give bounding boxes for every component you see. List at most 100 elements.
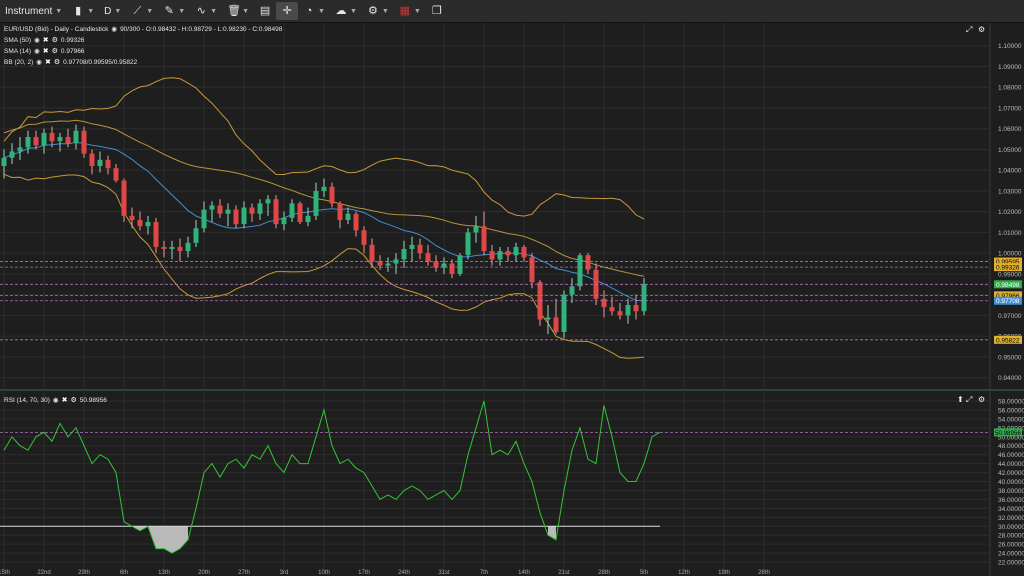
gear-icon[interactable]: ⚙ — [53, 59, 61, 66]
language-menu[interactable]: ▦ ▼ — [394, 0, 426, 22]
rsi-tick-label: 50.00000 — [998, 434, 1024, 441]
settings-icon[interactable]: ⚙ — [978, 395, 986, 404]
candle-body — [193, 228, 199, 243]
close-icon[interactable]: ✖ — [61, 397, 68, 404]
eye-icon[interactable]: ◉ — [52, 397, 59, 404]
close-icon[interactable]: ✖ — [42, 48, 49, 55]
sma50-line — [3, 119, 645, 277]
instrument-menu[interactable]: Instrument ▼ — [0, 0, 67, 22]
rsi-tick-label: 34.00000 — [998, 506, 1024, 513]
candlestick-icon: ▮ — [75, 5, 82, 17]
timeframe-menu[interactable]: D ▼ — [99, 0, 126, 22]
rsi-tick-label: 32.00000 — [998, 515, 1024, 522]
candle-body — [369, 244, 375, 262]
delete-menu[interactable]: 🗑 ▼ — [222, 0, 254, 22]
pencil-menu[interactable]: ✎ ▼ — [158, 0, 190, 22]
legend-main: EUR/USD (Bid) - Daily - Candlestick ◉ 90… — [4, 25, 282, 34]
window-button[interactable]: ❐ — [426, 0, 448, 22]
legend-sma50-value: 0.99326 — [60, 36, 85, 44]
trendline-icon: ⟋ — [133, 5, 142, 17]
eye-icon[interactable]: ◉ — [34, 37, 40, 44]
rsi-tick-label: 58.00000 — [998, 399, 1024, 406]
candle-body — [377, 261, 383, 266]
price-badge-label: 0.98498 — [996, 282, 1020, 289]
candle-body — [409, 244, 415, 250]
crosshair-button[interactable]: ✛ — [276, 2, 299, 20]
price-badge-label: 0.99595 — [996, 259, 1020, 266]
gear-icon[interactable]: ⚙ — [51, 48, 58, 55]
candle-body — [297, 203, 303, 223]
eye-icon[interactable]: ◉ — [36, 59, 42, 66]
legend-bb: BB (20, 2) ◉ ✖ ⚙ 0.97708/0.99595/0.95822 — [4, 58, 137, 67]
settings-icon[interactable]: ⚙ — [978, 25, 986, 34]
chevron-down-icon: ▼ — [55, 7, 63, 15]
chart-area[interactable]: 1.10000 1.09000 1.08000 1.07000 1.06000 1.050… — [0, 23, 1024, 576]
price-tick-label: 0.99000 — [998, 271, 1022, 278]
alerts-menu[interactable]: ◔ ▼ — [298, 0, 330, 22]
rsi-tick-label: 40.00000 — [998, 479, 1024, 486]
candle-body — [81, 130, 87, 154]
grid — [0, 23, 1024, 576]
time-tick-label: 21st — [558, 570, 570, 576]
candle-body — [345, 213, 351, 220]
drawing-menu[interactable]: ⟋ ▼ — [126, 0, 158, 22]
price-tick-label: 0.95000 — [998, 354, 1022, 361]
candle-body — [89, 153, 95, 167]
candle-body — [425, 253, 431, 262]
rsi-tick-label: 54.00000 — [998, 416, 1024, 423]
settings-menu[interactable]: ⚙ ▼ — [362, 0, 394, 22]
chevron-down-icon: ▼ — [178, 7, 186, 15]
gear-icon[interactable]: ⚙ — [51, 37, 58, 44]
gear-icon[interactable]: ⚙ — [70, 397, 77, 404]
price-badge — [994, 280, 1022, 289]
alarm-icon: ◔ — [305, 5, 313, 17]
price-reference-lines — [0, 261, 990, 341]
candle-body — [505, 251, 511, 256]
legend-sma14: SMA (14) ◉ ✖ ⚙ 0.97966 — [4, 47, 84, 56]
layout-button[interactable]: ▤ — [254, 0, 276, 22]
rsi-tick-label: 30.00000 — [998, 524, 1024, 531]
price-tick-label: 1.00000 — [998, 251, 1022, 258]
eye-icon[interactable]: ◉ — [34, 48, 40, 55]
candle-body — [305, 215, 311, 223]
time-tick-label: 10th — [318, 570, 330, 576]
maximize-icon[interactable]: ⤢ — [966, 395, 973, 404]
chevron-down-icon: ▼ — [242, 7, 250, 15]
time-tick-label: 31st — [438, 570, 450, 576]
weather-menu[interactable]: ☁ ▼ — [330, 0, 362, 22]
candle-body — [577, 255, 583, 287]
legend-sma50-label: SMA (50) — [4, 36, 32, 44]
candle-body — [49, 132, 55, 142]
eye-icon[interactable]: ◉ — [111, 26, 118, 33]
candle-body — [361, 230, 367, 245]
gear-icon: ⚙ — [367, 5, 378, 17]
time-tick-label: 28th — [598, 570, 610, 576]
time-tick-label: 12th — [678, 570, 690, 576]
candle-body — [169, 246, 175, 250]
chart-background — [0, 23, 1024, 576]
move-up-icon[interactable]: ⬆ — [957, 395, 964, 404]
chevron-down-icon: ▼ — [349, 7, 357, 15]
candle-body — [41, 132, 47, 146]
candle-body — [449, 263, 455, 274]
rsi-tick-label: 22.00000 — [998, 560, 1024, 567]
chevron-down-icon: ▼ — [413, 7, 421, 15]
candle-body — [321, 186, 327, 191]
time-tick-label: 27th — [238, 570, 250, 576]
moving-averages — [3, 119, 645, 302]
maximize-icon[interactable]: ⤢ — [966, 25, 973, 34]
close-icon[interactable]: ✖ — [44, 59, 51, 66]
rsi-tick-label: 26.00000 — [998, 542, 1024, 549]
bar-type-menu[interactable]: ▮ ▼ — [67, 0, 99, 22]
candle-body — [105, 159, 111, 169]
time-axis: 15thJun2222nd29th6thJul2213th20th27th3rd… — [0, 570, 770, 576]
time-tick-label: 22nd — [37, 570, 50, 576]
bb-lower-line — [3, 173, 645, 359]
rsi-oversold-fill — [132, 526, 188, 554]
close-icon[interactable]: ✖ — [42, 37, 49, 44]
price-badge — [994, 296, 1022, 305]
legend-rsi: RSI (14, 70, 30) ◉ ✖ ⚙ 50.98956 — [4, 396, 107, 405]
indicators-menu[interactable]: ∿ ▼ — [190, 0, 222, 22]
price-badge — [994, 257, 1022, 266]
chevron-down-icon: ▼ — [114, 7, 122, 15]
